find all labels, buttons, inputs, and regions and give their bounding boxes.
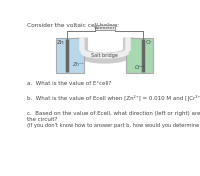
Text: Voltmeter: Voltmeter <box>94 26 115 30</box>
Text: the circuit?: the circuit? <box>27 117 57 122</box>
Text: a.  What is the value of E°cell?: a. What is the value of E°cell? <box>27 81 111 86</box>
Text: Cr: Cr <box>146 40 152 45</box>
Text: Salt bridge: Salt bridge <box>91 54 118 58</box>
Bar <box>126 38 153 74</box>
Text: c.  Based on the value of Ecell, what direction (left or right) are electrons fl: c. Based on the value of Ecell, what dir… <box>27 111 200 116</box>
Text: (If you don't know how to answer part b, how would you determine the direction?): (If you don't know how to answer part b,… <box>27 123 200 128</box>
Text: Cr³⁺: Cr³⁺ <box>135 65 145 70</box>
Bar <box>56 38 84 74</box>
Text: Consider the voltaic cell below:: Consider the voltaic cell below: <box>27 23 119 29</box>
FancyBboxPatch shape <box>95 25 115 30</box>
Text: Zn²⁺: Zn²⁺ <box>72 62 84 67</box>
Text: b.  What is the value of Ecell when [Zn²⁺] = 0.010 M and [|Cr³⁺] = 1.0 M?: b. What is the value of Ecell when [Zn²⁺… <box>27 94 200 101</box>
Text: Zn: Zn <box>56 40 64 45</box>
